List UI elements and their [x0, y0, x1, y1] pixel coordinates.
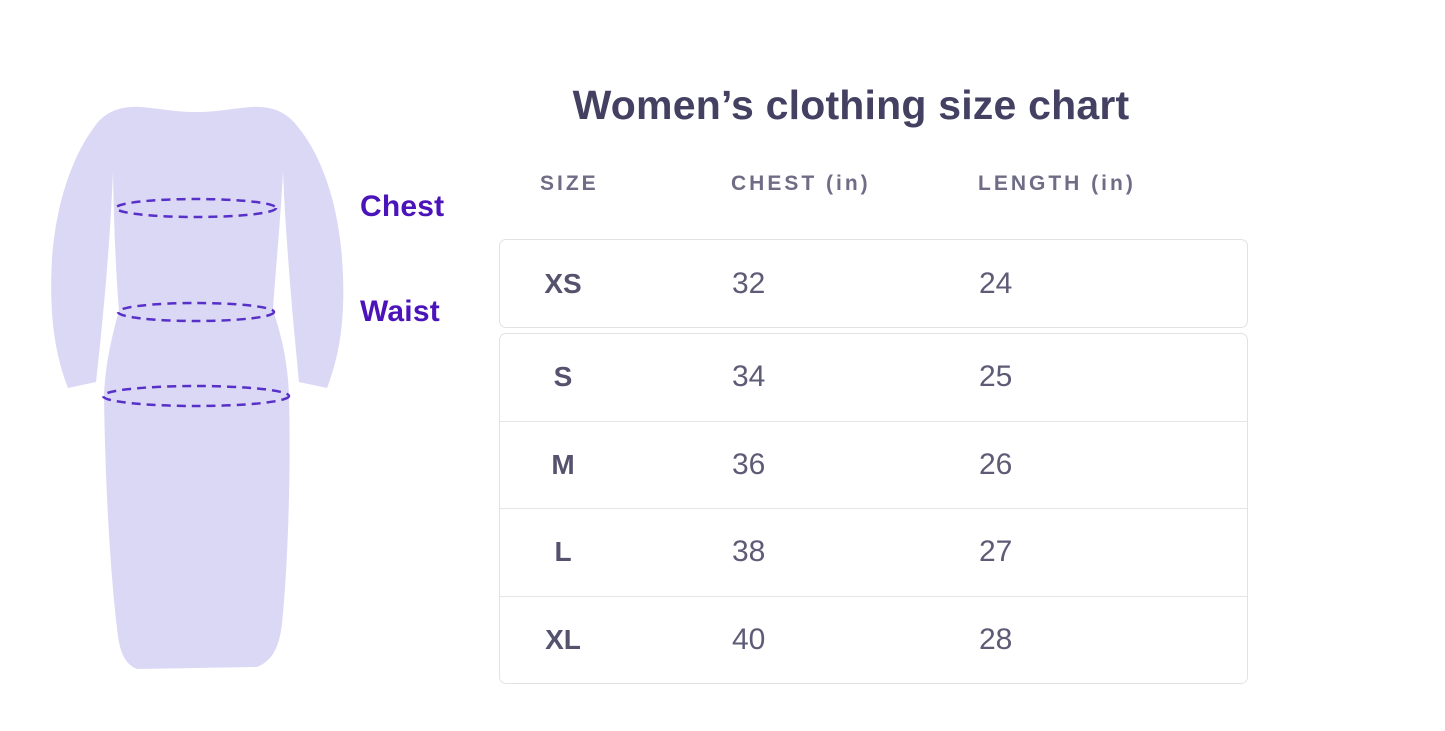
chest-value: 34: [732, 360, 766, 394]
length-value: 27: [979, 535, 1013, 569]
column-header-chest: CHEST (in): [731, 172, 871, 195]
chest-measure-line: [114, 197, 278, 219]
size-value: L: [554, 536, 572, 568]
table-row: L 38 27: [500, 508, 1247, 596]
waist-measure-line: [116, 301, 276, 323]
table-card-s-to-xl: S 34 25 M 36 26 L 38 27 XL 40 28: [499, 333, 1248, 684]
size-value: M: [551, 448, 575, 480]
table-card-xs: XS 32 24: [499, 239, 1248, 328]
length-value: 26: [979, 447, 1013, 481]
size-value: S: [553, 361, 573, 393]
length-value: 25: [979, 360, 1013, 394]
chest-label: Chest: [360, 190, 445, 223]
chest-value: 40: [732, 622, 766, 656]
table-row: XS 32 24: [500, 240, 1247, 327]
length-value: 24: [979, 266, 1013, 300]
hip-measure-line: [101, 384, 291, 408]
column-header-size: SIZE: [540, 172, 599, 195]
column-header-length: LENGTH (in): [978, 172, 1136, 195]
dress-diagram: [51, 106, 344, 670]
table-row: XL 40 28: [500, 595, 1247, 684]
chest-value: 36: [732, 447, 766, 481]
dress-silhouette: [51, 106, 344, 670]
size-value: XS: [544, 267, 582, 299]
size-value: XL: [545, 623, 581, 655]
chest-value: 38: [732, 535, 766, 569]
chest-value: 32: [732, 266, 766, 300]
page-title: Women’s clothing size chart: [572, 82, 1130, 128]
table-row: M 36 26: [500, 420, 1247, 509]
waist-label: Waist: [360, 295, 440, 328]
length-value: 28: [979, 622, 1013, 656]
table-header-row: SIZE CHEST (in) LENGTH (in): [499, 172, 1248, 200]
table-row: S 34 25: [500, 334, 1247, 421]
